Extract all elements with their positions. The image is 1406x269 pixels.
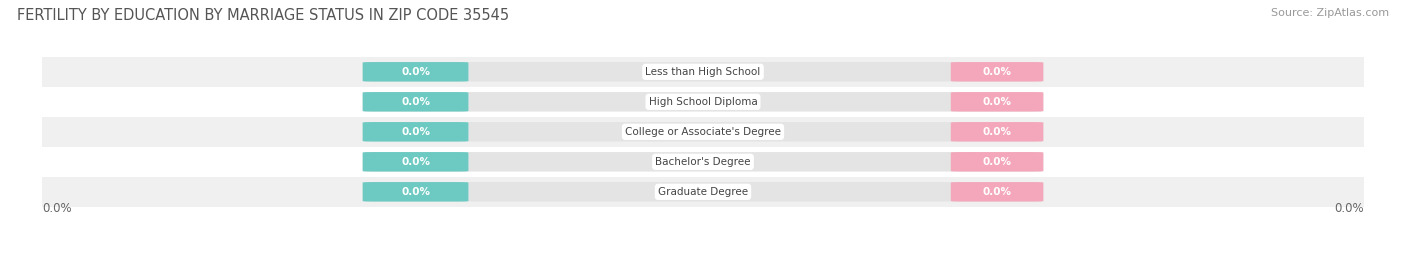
Text: 0.0%: 0.0% xyxy=(401,67,430,77)
Text: 0.0%: 0.0% xyxy=(983,97,1011,107)
Text: 0.0%: 0.0% xyxy=(401,157,430,167)
Text: FERTILITY BY EDUCATION BY MARRIAGE STATUS IN ZIP CODE 35545: FERTILITY BY EDUCATION BY MARRIAGE STATU… xyxy=(17,8,509,23)
Text: 0.0%: 0.0% xyxy=(401,187,430,197)
Text: 0.0%: 0.0% xyxy=(983,127,1011,137)
FancyBboxPatch shape xyxy=(950,122,1043,141)
Text: Less than High School: Less than High School xyxy=(645,67,761,77)
FancyBboxPatch shape xyxy=(42,177,1364,207)
FancyBboxPatch shape xyxy=(363,182,468,201)
Text: High School Diploma: High School Diploma xyxy=(648,97,758,107)
FancyBboxPatch shape xyxy=(363,92,468,112)
FancyBboxPatch shape xyxy=(42,147,1364,177)
FancyBboxPatch shape xyxy=(363,122,468,141)
Text: Graduate Degree: Graduate Degree xyxy=(658,187,748,197)
FancyBboxPatch shape xyxy=(950,152,1043,172)
FancyBboxPatch shape xyxy=(950,92,1043,112)
Text: Source: ZipAtlas.com: Source: ZipAtlas.com xyxy=(1271,8,1389,18)
Text: College or Associate's Degree: College or Associate's Degree xyxy=(626,127,780,137)
FancyBboxPatch shape xyxy=(950,182,1043,201)
Text: 0.0%: 0.0% xyxy=(401,97,430,107)
FancyBboxPatch shape xyxy=(42,117,1364,147)
Text: 0.0%: 0.0% xyxy=(983,187,1011,197)
FancyBboxPatch shape xyxy=(363,62,1043,82)
Text: 0.0%: 0.0% xyxy=(42,202,72,215)
FancyBboxPatch shape xyxy=(363,92,1043,112)
Text: 0.0%: 0.0% xyxy=(401,127,430,137)
FancyBboxPatch shape xyxy=(363,122,1043,141)
Text: 0.0%: 0.0% xyxy=(983,67,1011,77)
FancyBboxPatch shape xyxy=(950,62,1043,82)
Text: 0.0%: 0.0% xyxy=(1334,202,1364,215)
FancyBboxPatch shape xyxy=(363,152,1043,172)
FancyBboxPatch shape xyxy=(363,152,468,172)
FancyBboxPatch shape xyxy=(363,182,1043,201)
FancyBboxPatch shape xyxy=(363,62,468,82)
Text: 0.0%: 0.0% xyxy=(983,157,1011,167)
Text: Bachelor's Degree: Bachelor's Degree xyxy=(655,157,751,167)
FancyBboxPatch shape xyxy=(42,57,1364,87)
FancyBboxPatch shape xyxy=(42,87,1364,117)
